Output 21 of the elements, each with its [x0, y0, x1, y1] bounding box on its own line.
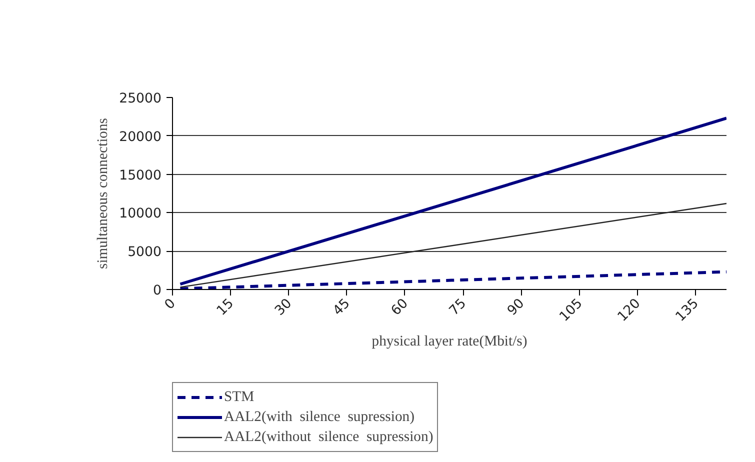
- x-tick-label: 135: [673, 296, 702, 325]
- y-tick-label: 20000: [119, 130, 162, 145]
- x-tick-label: 60: [388, 296, 412, 319]
- x-tick-label: 30: [272, 296, 296, 319]
- x-tick-label: 105: [557, 296, 586, 325]
- y-tick-label: 5000: [128, 245, 162, 260]
- y-axis-title: simultaneous connections: [95, 118, 112, 270]
- legend-label: AAL2(without silence supression): [224, 428, 434, 446]
- legend-label: AAL2(with silence supression): [224, 408, 414, 426]
- x-axis-title: physical layer rate(Mbit/s): [372, 334, 528, 350]
- x-tick-label: 90: [504, 296, 528, 319]
- y-tick-label: 10000: [119, 206, 162, 222]
- legend-label: STM: [224, 388, 254, 406]
- x-tick-label: 45: [330, 296, 354, 319]
- x-tick-label: 120: [615, 296, 644, 325]
- y-tick-label: 0: [153, 284, 162, 298]
- y-tick-label: 15000: [119, 168, 162, 184]
- x-tick-label: 15: [214, 296, 237, 319]
- x-tick-label: 0: [162, 296, 179, 313]
- y-tick-label: 25000: [119, 92, 162, 106]
- x-tick-label: 75: [446, 296, 470, 319]
